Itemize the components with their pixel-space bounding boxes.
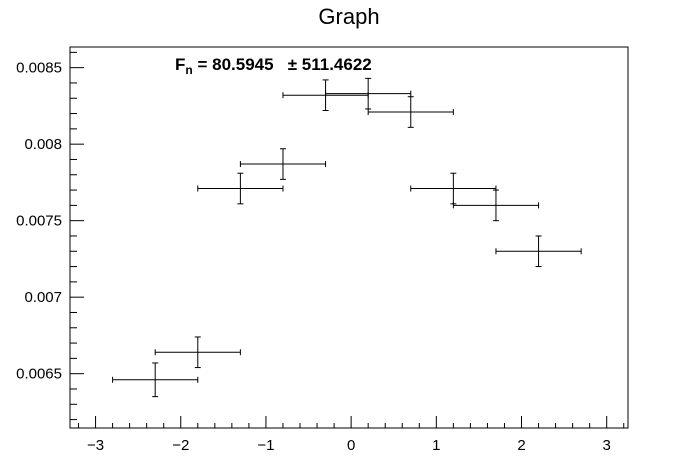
- y-tick-label: 0.0065: [16, 366, 62, 383]
- y-axis: 0.0065 0.007 0.0075 0.008 0.0085: [16, 51, 84, 421]
- chart-title: Graph: [318, 4, 379, 29]
- x-tick-label: 3: [603, 437, 611, 454]
- data-series: [112, 77, 582, 398]
- y-tick-label: 0.007: [24, 289, 62, 306]
- x-tick-label: 1: [432, 437, 440, 454]
- x-tick-label: −2: [172, 437, 189, 454]
- data-point: [112, 362, 199, 398]
- data-point: [410, 172, 497, 205]
- fit-annotation: Fn = 80.5945 ± 511.4622: [175, 55, 372, 77]
- x-tick-label: 0: [347, 437, 355, 454]
- y-tick-label: 0.0075: [16, 213, 62, 230]
- data-point: [325, 77, 412, 110]
- data-point: [495, 235, 582, 268]
- x-tick-label: −3: [87, 437, 104, 454]
- data-point: [197, 172, 284, 205]
- data-point: [239, 148, 327, 180]
- annotation-prefix: F: [175, 55, 185, 74]
- annotation-subscript: n: [185, 63, 192, 77]
- y-tick-label: 0.008: [24, 136, 62, 153]
- data-point: [367, 96, 454, 128]
- x-axis: −3 −2 −1 0 1 2 3: [78, 416, 625, 454]
- data-point: [452, 189, 540, 222]
- y-tick-label: 0.0085: [16, 60, 62, 77]
- data-point: [154, 336, 241, 369]
- x-tick-label: 2: [517, 437, 525, 454]
- plot-frame: [69, 46, 629, 429]
- x-tick-label: −1: [257, 437, 274, 454]
- annotation-value: = 80.5945 ± 511.4622: [193, 55, 372, 74]
